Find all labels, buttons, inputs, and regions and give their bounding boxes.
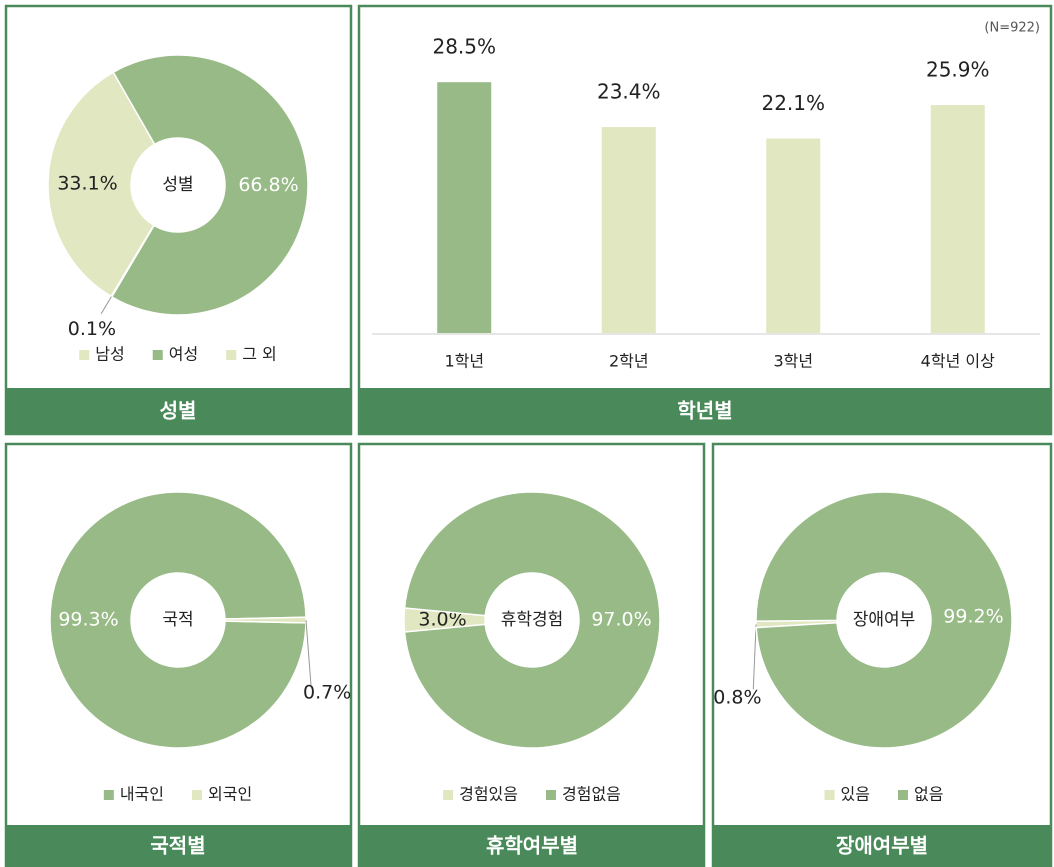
- data-label: 0.7%: [303, 681, 351, 703]
- legend-label: 외국인: [208, 785, 252, 804]
- legend-swatch: [226, 350, 237, 360]
- data-label: 0.8%: [713, 686, 761, 708]
- legend-label: 그 외: [242, 345, 277, 364]
- data-label: 3.0%: [418, 609, 466, 631]
- data-label: 97.0%: [591, 609, 651, 631]
- bar: [437, 82, 492, 333]
- legend-label: 없음: [914, 785, 943, 804]
- panel-footer: [712, 825, 1052, 867]
- legend-label: 여성: [169, 345, 198, 364]
- panel-frame: [4, 442, 353, 867]
- panel-title: 장애여부별: [836, 834, 928, 858]
- data-label: 25.9%: [926, 58, 990, 82]
- bar: [930, 105, 985, 333]
- data-label: 22.1%: [761, 91, 825, 115]
- panel-title: 국적별: [150, 834, 205, 858]
- legend-swatch: [79, 350, 90, 360]
- legend-label: 경험있음: [459, 785, 518, 804]
- panel-title: 학년별: [677, 399, 732, 423]
- pie-slice: [110, 54, 309, 316]
- data-label: 23.4%: [597, 80, 661, 104]
- pie-slice: [224, 616, 307, 624]
- pie-slice: [110, 224, 156, 298]
- pie-slice: [49, 491, 307, 749]
- data-label: 33.1%: [57, 173, 117, 195]
- legend-label: 내국인: [120, 785, 164, 804]
- pie-slice: [47, 71, 156, 298]
- panel-title: 휴학여부별: [486, 834, 578, 858]
- center-label: 장애여부: [853, 610, 916, 630]
- pie-slice: [403, 491, 661, 749]
- data-label: 66.8%: [238, 174, 298, 196]
- x-tick-label: 4학년 이상: [921, 352, 995, 371]
- legend-swatch: [192, 790, 202, 800]
- panel-footer: [358, 825, 705, 867]
- x-tick-label: 1학년: [444, 352, 484, 371]
- legend-swatch: [898, 790, 908, 800]
- legend-swatch: [152, 350, 163, 360]
- panel-title: 성별: [160, 399, 197, 423]
- data-label: 28.5%: [432, 35, 496, 59]
- x-tick-label: 3학년: [773, 352, 813, 371]
- center-label: 성별: [162, 175, 193, 195]
- legend-swatch: [103, 790, 114, 800]
- legend-swatch: [443, 790, 454, 800]
- legend-swatch: [824, 790, 835, 800]
- data-label: 99.2%: [943, 605, 1003, 627]
- data-label: 0.1%: [68, 318, 116, 340]
- legend-label: 남성: [95, 345, 124, 364]
- bar: [766, 138, 821, 333]
- legend-label: 있음: [841, 785, 870, 804]
- leader-line: [752, 624, 757, 690]
- panel-frame: [357, 442, 706, 867]
- pie-slice: [755, 491, 1013, 749]
- panel-footer: [5, 825, 352, 867]
- legend-label: 경험없음: [562, 785, 621, 804]
- data-label: 99.3%: [58, 608, 118, 630]
- leader-line: [100, 296, 112, 315]
- panel-footer: [358, 388, 1052, 435]
- x-tick-label: 2학년: [609, 352, 649, 371]
- panel-frame: [711, 442, 1053, 867]
- legend-swatch: [546, 790, 556, 800]
- sample-note: (N=922): [984, 21, 1040, 36]
- panel-footer: [5, 388, 352, 435]
- center-label: 휴학경험: [501, 610, 564, 630]
- leader-line: [305, 620, 312, 686]
- center-label: 국적: [162, 610, 193, 630]
- bar: [601, 127, 656, 333]
